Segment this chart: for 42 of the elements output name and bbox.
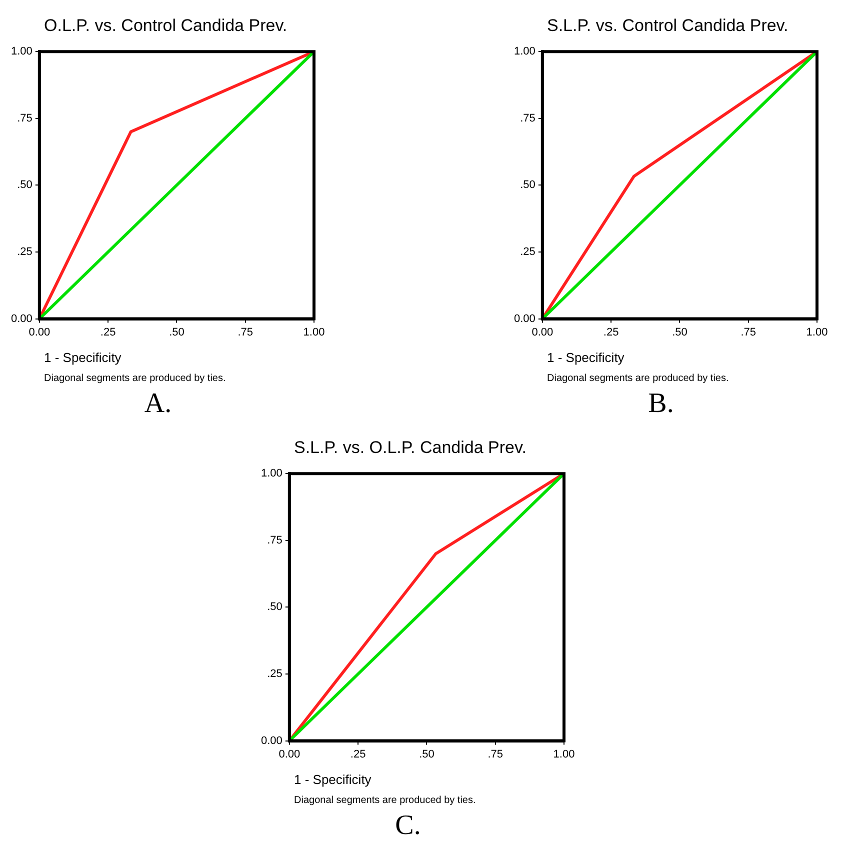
x-tick-label: 1.00: [806, 326, 828, 338]
y-tick-label: .75: [17, 112, 32, 124]
chart-title: O.L.P. vs. Control Candida Prev.: [44, 16, 288, 37]
y-tick-label: .50: [520, 179, 536, 192]
y-tick-label: .75: [520, 112, 536, 124]
x-tick-label: .25: [350, 748, 366, 760]
x-tick-label: .75: [740, 326, 756, 338]
y-tick-label: 1.00: [260, 468, 282, 480]
text: Diagonal segments are produced by ties.: [44, 373, 227, 384]
x-tick-label: .75: [238, 326, 253, 338]
y-tick-label: 1.00: [514, 46, 536, 58]
y-tick-label: 0.00: [514, 312, 536, 325]
x-tick-label: .25: [100, 326, 116, 338]
x-tick-label: 0.00: [278, 748, 300, 760]
y-tick-label: .25: [267, 668, 282, 680]
x-axis-title: 1 - Specificity: [44, 350, 122, 365]
y-tick-label: .50: [267, 601, 282, 614]
x-tick-label: 1.00: [553, 748, 575, 760]
text: A.: [143, 388, 173, 420]
y-tick-label: .50: [17, 179, 32, 192]
x-axis-title: 1 - Specificity: [547, 350, 626, 365]
x-tick-label: 0.00: [532, 326, 554, 338]
x-axis-title: 1 - Specificity: [294, 772, 372, 787]
y-tick-label: .25: [17, 246, 32, 258]
text: Diagonal segments are produced by ties.: [547, 373, 730, 384]
x-tick-label: 1.00: [303, 326, 325, 338]
x-tick-label: .50: [169, 326, 184, 338]
x-tick-label: .25: [603, 326, 619, 338]
text: C.: [394, 810, 422, 842]
text: B.: [647, 388, 675, 420]
y-tick-label: 0.00: [10, 312, 32, 325]
y-tick-label: .25: [520, 246, 536, 258]
x-tick-label: .50: [672, 326, 688, 338]
chart-title: S.L.P. vs. O.L.P. Candida Prev.: [294, 438, 528, 459]
text: Diagonal segments are produced by ties.: [294, 795, 477, 806]
chart-title: S.L.P. vs. Control Candida Prev.: [547, 16, 790, 37]
y-tick-label: 1.00: [10, 46, 32, 58]
x-tick-label: .50: [419, 748, 434, 760]
x-tick-label: .75: [488, 748, 503, 760]
y-tick-label: 0.00: [260, 734, 282, 747]
x-tick-label: 0.00: [28, 326, 50, 338]
y-tick-label: .75: [267, 534, 282, 546]
